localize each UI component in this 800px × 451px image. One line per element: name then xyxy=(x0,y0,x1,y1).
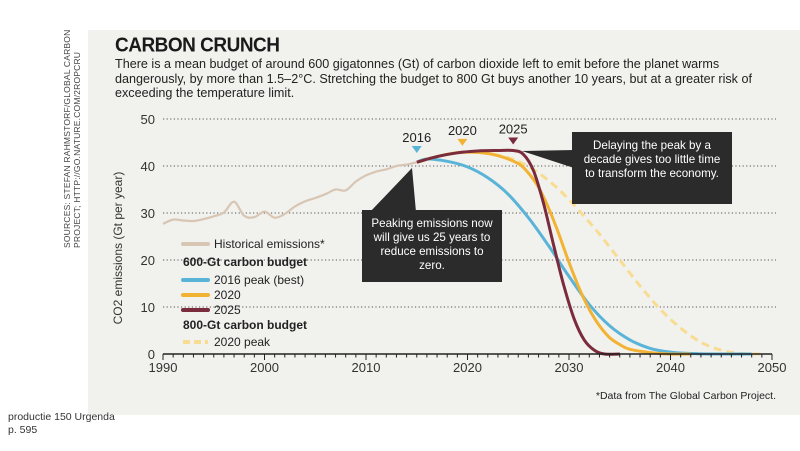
series-lines xyxy=(162,148,762,356)
chart-title: CARBON CRUNCH xyxy=(115,34,280,57)
callout-text-2: Delaying the peak by a decade gives too … xyxy=(583,139,721,180)
callout-pointer-1 xyxy=(370,168,416,212)
legend-label-2020: 2020 xyxy=(214,288,241,302)
peak-marker-2020 xyxy=(457,138,468,146)
peak-label-2025: 2025 xyxy=(499,121,528,136)
x-tick-label: 2000 xyxy=(250,360,279,375)
series-line-historical xyxy=(162,161,418,225)
callout-peaking-now: Peaking emissions now will give us 25 ye… xyxy=(362,168,502,282)
y-tick-label: 50 xyxy=(141,112,155,127)
callout-box-2 xyxy=(572,132,732,204)
y-axis-label: CO2 emissions (Gt per year) xyxy=(111,172,125,325)
y-tick-label: 20 xyxy=(141,253,155,268)
peak-marker-2025 xyxy=(508,137,519,145)
legend-label-historical: Historical emissions* xyxy=(214,237,325,251)
page-footer: productie 150 Urgenda p. 595 xyxy=(8,411,115,437)
legend-label-2025: 2025 xyxy=(214,303,241,317)
callout-text-1: Peaking emissions now will give us 25 ye… xyxy=(371,217,493,272)
axis-ticks: 0 10 20 30 40 50 xyxy=(141,112,155,362)
footer-line-1: productie 150 Urgenda xyxy=(8,411,115,423)
x-tick-label: 2050 xyxy=(758,360,787,375)
peak-markers: 2016 2020 2025 xyxy=(402,121,528,153)
peak-label-2020: 2020 xyxy=(448,123,477,138)
callout-pointer-2 xyxy=(522,150,574,168)
y-tick-label: 0 xyxy=(148,347,155,362)
callout-delaying-peak: Delaying the peak by a decade gives too … xyxy=(522,132,732,204)
x-axis: 1990 2000 2010 2020 2030 2040 2050 xyxy=(149,353,787,375)
callout-box-1 xyxy=(362,210,502,282)
peak-label-2016: 2016 xyxy=(402,130,431,145)
peak-marker-2016 xyxy=(411,145,422,153)
legend-label-2020-800: 2020 peak xyxy=(214,335,271,349)
x-tick-label: 2010 xyxy=(352,360,381,375)
x-tick-label: 2020 xyxy=(453,360,482,375)
y-tick-label: 10 xyxy=(141,300,155,315)
legend: Historical emissions* 600-Gt carbon budg… xyxy=(181,237,325,349)
footer-line-2: p. 595 xyxy=(8,424,38,436)
chart-subtitle: There is a mean budget of around 600 gig… xyxy=(115,57,752,100)
x-tick-label: 2030 xyxy=(555,360,584,375)
legend-group-600: 600-Gt carbon budget xyxy=(183,255,307,269)
series-line-peak_2020_800 xyxy=(416,150,762,356)
legend-label-2016: 2016 peak (best) xyxy=(214,273,304,287)
data-footnote: *Data from The Global Carbon Project. xyxy=(596,390,776,402)
x-tick-label: 1990 xyxy=(149,360,178,375)
legend-group-800: 800-Gt carbon budget xyxy=(183,318,307,332)
series-line-peak_2020 xyxy=(416,150,691,356)
y-tick-label: 40 xyxy=(141,159,155,174)
x-tick-label: 2040 xyxy=(656,360,685,375)
y-tick-label: 30 xyxy=(141,206,155,221)
series-line-peak_2025 xyxy=(416,148,620,356)
